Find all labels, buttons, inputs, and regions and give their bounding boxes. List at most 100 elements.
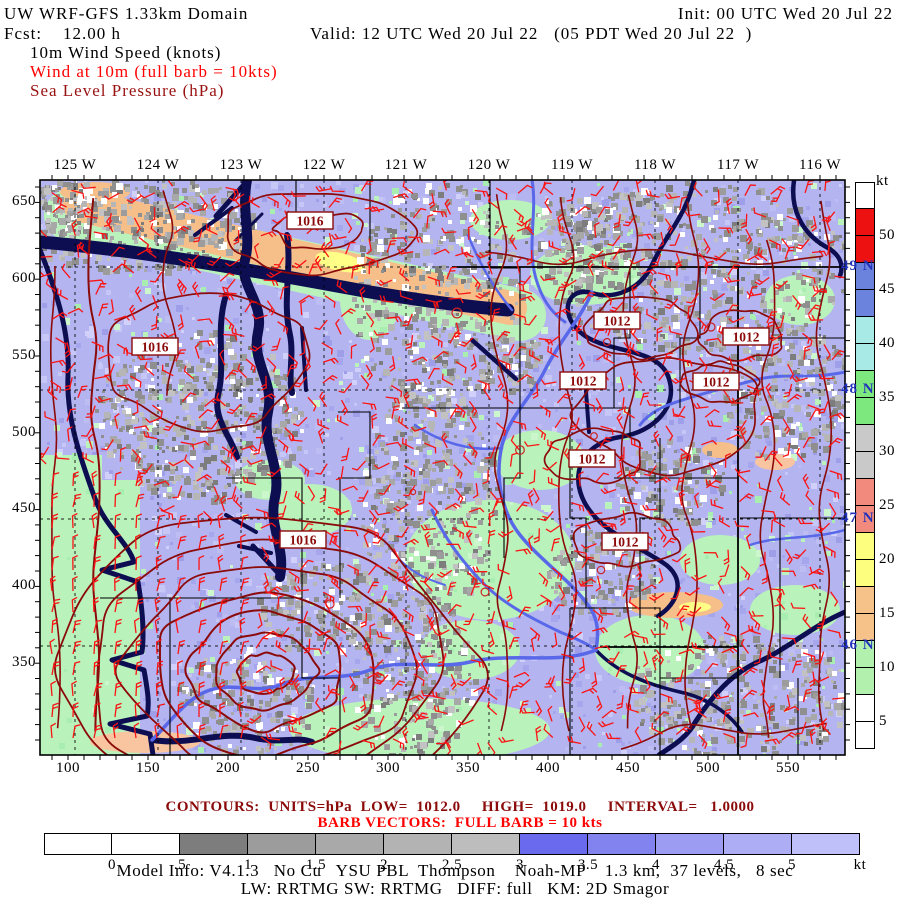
bottom-colorbar-cell — [452, 833, 520, 855]
header-title: UW WRF-GFS 1.33km Domain — [4, 4, 249, 23]
bottom-colorbar-tick-label: 2.5 — [441, 857, 463, 873]
colorbar-unit-label: kt — [876, 173, 889, 189]
right-colorbar-cell — [855, 668, 875, 695]
bottom-colorbar-tick-label: 0 — [108, 857, 116, 873]
right-colorbar-cell — [855, 533, 875, 560]
pressure-label-text: 1012 — [570, 374, 597, 389]
grid-tick-label: 650 — [12, 193, 36, 209]
pressure-label: 1016 — [131, 337, 179, 356]
grid-tick-label: 150 — [136, 760, 160, 776]
right-colorbar-tick-label: 40 — [879, 335, 895, 351]
grid-tick-label: 350 — [456, 760, 480, 776]
grid-tick-label: 200 — [216, 760, 240, 776]
grid-tick-label: 350 — [12, 654, 36, 670]
pressure-label-text: 1012 — [703, 375, 730, 390]
right-colorbar-cell — [855, 587, 875, 614]
barb-info-line: BARB VECTORS: FULL BARB = 10 kts — [317, 815, 603, 831]
bottom-colorbar-tick-label: 4 — [652, 857, 660, 873]
bottom-colorbar-cell — [316, 833, 384, 855]
pressure-label-text: 1012 — [733, 330, 760, 345]
pressure-label: 1016 — [286, 211, 334, 230]
wind-barb-legend-label: Wind at 10m (full barb = 10kts) — [30, 62, 278, 81]
right-colorbar-cell — [855, 182, 875, 209]
right-colorbar-tick-label: 35 — [879, 389, 895, 405]
pressure-label: 1012 — [722, 327, 770, 346]
grid-tick-label: 400 — [12, 577, 36, 593]
longitude-tick-label: 116 W — [798, 157, 842, 173]
right-colorbar-tick-label: 15 — [879, 605, 895, 621]
right-colorbar-cell — [855, 317, 875, 344]
bottom-colorbar-cell — [384, 833, 452, 855]
right-colorbar-cell — [855, 506, 875, 533]
bottom-colorbar-cell — [248, 833, 316, 855]
grid-tick-label: 400 — [536, 760, 560, 776]
latitude-tick-label: 47 N — [841, 510, 875, 526]
pressure-label-text: 1016 — [297, 214, 324, 229]
pressure-label: 1012 — [559, 371, 607, 390]
right-colorbar — [855, 182, 875, 749]
slp-legend-label: Sea Level Pressure (hPa) — [30, 81, 225, 100]
longitude-tick-label: 118 W — [633, 157, 677, 173]
wind-barbs — [40, 180, 845, 755]
pressure-label: 1012 — [601, 532, 649, 551]
right-colorbar-cell — [855, 425, 875, 452]
bottom-colorbar-cell — [112, 833, 180, 855]
grid-tick-label: 450 — [616, 760, 640, 776]
grid-tick-label: 500 — [12, 424, 36, 440]
pressure-label-text: 1012 — [612, 535, 639, 550]
init-time-label: Init: 00 UTC Wed 20 Jul 22 — [677, 4, 893, 23]
map-content: 1016 1016 1012 1012 1012 1012 1012 1016 1012 — [40, 180, 845, 755]
grid-tick-label: 300 — [376, 760, 400, 776]
right-colorbar-cell — [855, 209, 875, 236]
bottom-colorbar-cell — [44, 833, 112, 855]
right-colorbar-tick-label: 10 — [879, 659, 895, 675]
right-colorbar-cell — [855, 695, 875, 722]
grid-tick-label: 500 — [696, 760, 720, 776]
right-colorbar-cell — [855, 290, 875, 317]
model-info-line-2: LW: RRTMG SW: RRTMG DIFF: full KM: 2D Sm… — [240, 879, 670, 898]
right-colorbar-tick-label: 45 — [879, 281, 895, 297]
right-colorbar-cell — [855, 614, 875, 641]
right-colorbar-tick-label: 5 — [879, 713, 887, 729]
right-colorbar-tick-label: 50 — [879, 227, 895, 243]
bottom-colorbar-cell — [792, 833, 860, 855]
pressure-label-text: 1016 — [290, 533, 317, 548]
latitude-tick-label: 46 N — [841, 637, 875, 653]
map-area: 1016 1016 1012 1012 1012 1012 1012 1016 1012 — [35, 175, 850, 760]
pressure-label-text: 1016 — [142, 340, 169, 355]
bottom-colorbar-tick-label: .5 — [173, 857, 187, 873]
right-colorbar-cell — [855, 344, 875, 371]
bottom-colorbar-tick-label: 3 — [516, 857, 524, 873]
bottom-colorbar-cell — [656, 833, 724, 855]
bottom-colorbar-cell — [724, 833, 792, 855]
grid-tick-label: 100 — [56, 760, 80, 776]
longitude-tick-label: 120 W — [467, 157, 511, 173]
bottom-colorbar-tick-label: 5 — [788, 857, 796, 873]
right-colorbar-cell — [855, 722, 875, 749]
bottom-colorbar-tick-label: 3.5 — [577, 857, 599, 873]
grid-tick-label: 600 — [12, 270, 36, 286]
grid-tick-label: 550 — [776, 760, 800, 776]
bottom-colorbar-cell — [588, 833, 656, 855]
right-colorbar-cell — [855, 371, 875, 398]
longitude-tick-label: 121 W — [384, 157, 428, 173]
contour-info-line: CONTOURS: UNITS=hPa LOW= 1012.0 HIGH= 10… — [165, 799, 755, 815]
right-colorbar-tick-label: 20 — [879, 551, 895, 567]
bottom-colorbar-tick-label: 1.5 — [305, 857, 327, 873]
grid-tick-label: 550 — [12, 347, 36, 363]
fcst-label: Fcst: 12.00 h — [4, 24, 122, 43]
right-colorbar-cell — [855, 263, 875, 290]
right-colorbar-cell — [855, 236, 875, 263]
pressure-label: 1012 — [692, 372, 740, 391]
map-svg: 1016 1016 1012 1012 1012 1012 1012 1016 1012 — [35, 175, 850, 760]
pressure-label: 1012 — [593, 311, 641, 330]
bottom-colorbar-tick-label: kt — [853, 857, 867, 873]
longitude-tick-label: 122 W — [302, 157, 346, 173]
bottom-colorbar — [44, 833, 860, 855]
bottom-colorbar-cell — [520, 833, 588, 855]
pressure-label-text: 1012 — [579, 452, 606, 467]
right-colorbar-cell — [855, 398, 875, 425]
longitude-tick-label: 124 W — [136, 157, 180, 173]
pressure-label: 1016 — [279, 530, 327, 549]
